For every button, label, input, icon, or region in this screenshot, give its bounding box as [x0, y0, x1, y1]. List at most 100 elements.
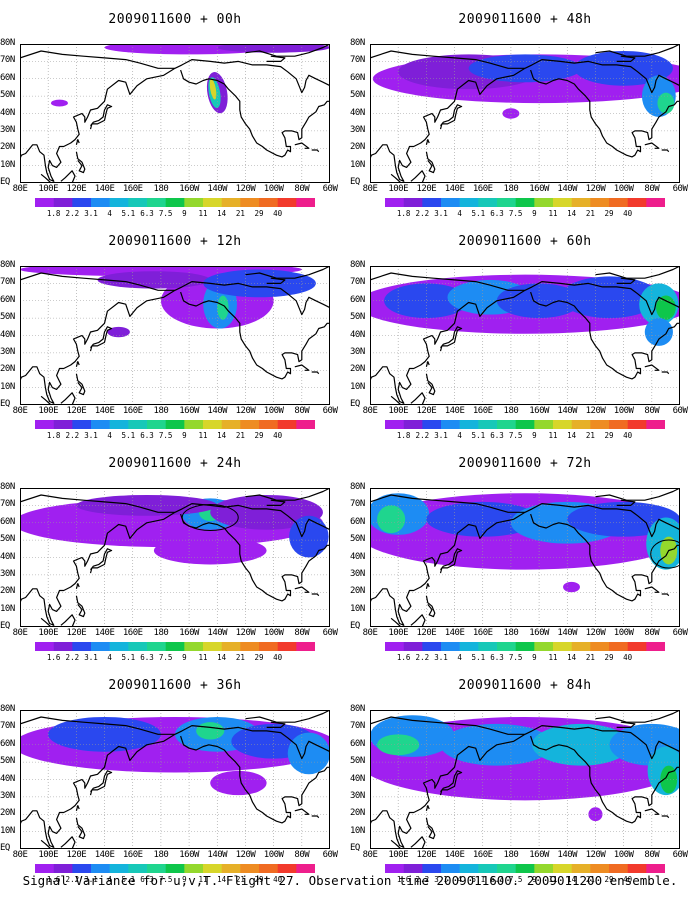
colorbar-swatch — [422, 864, 442, 873]
coastline — [20, 494, 176, 626]
colorbar-swatch — [240, 642, 260, 651]
colorbar-swatch — [35, 864, 54, 873]
colorbar-label: 9 — [532, 875, 537, 884]
coastline — [644, 142, 660, 149]
lon-tick-label: 60W — [322, 184, 338, 194]
lon-tick-label: 140E — [444, 628, 465, 638]
coastline — [20, 50, 176, 182]
coastline — [294, 142, 310, 149]
coastline — [89, 548, 113, 574]
lat-tick-label: 50N — [0, 756, 15, 767]
colorbar-swatch — [53, 864, 73, 873]
lat-tick-label: EQ — [0, 843, 10, 853]
variance-contour — [289, 515, 329, 558]
colorbar-swatch — [184, 864, 204, 873]
colorbar-swatch — [515, 198, 535, 207]
colorbar-swatch — [184, 642, 204, 651]
coastline — [75, 151, 86, 174]
lon-tick-label: 100E — [38, 184, 59, 194]
colorbar-swatch — [627, 642, 647, 651]
colorbar-label: 29 — [254, 209, 264, 218]
variance-contour — [560, 276, 659, 319]
coastline — [661, 149, 670, 153]
coastline — [75, 373, 86, 396]
colorbar-label: 21 — [585, 875, 595, 884]
colorbar-swatch — [385, 198, 404, 207]
colorbar-swatch — [478, 420, 498, 429]
map-frame — [20, 710, 330, 849]
lat-tick-label: 10N — [350, 381, 365, 392]
lon-tick-label: 160E — [122, 406, 143, 416]
colorbar-swatch — [221, 198, 241, 207]
lon-tick-label: 80E — [362, 628, 378, 638]
colorbar-label: 9 — [182, 875, 187, 884]
lat-tick-label: 60N — [350, 294, 365, 305]
lon-tick-label: 100W — [263, 406, 284, 416]
colorbar-swatch — [184, 198, 204, 207]
colorbar-swatch — [240, 864, 260, 873]
lon-tick-label: 140E — [94, 850, 115, 860]
coastline — [75, 817, 86, 840]
lon-tick-label: 60W — [322, 850, 338, 860]
colorbar-swatch — [109, 864, 129, 873]
figure-caption: Signal Variance for u,v,T. Flight 27. Ob… — [22, 873, 678, 888]
colorbar-label: 5.1 — [121, 875, 136, 884]
lon-tick-label: 100W — [613, 850, 634, 860]
colorbar-swatch — [553, 864, 572, 873]
variance-contour — [656, 295, 676, 320]
colorbar-swatch — [590, 864, 610, 873]
lon-tick-label: 100E — [38, 406, 59, 416]
colorbar-swatch — [609, 642, 628, 651]
colorbar-swatch — [147, 198, 166, 207]
colorbar-swatch — [128, 198, 148, 207]
variance-map — [20, 266, 330, 405]
colorbar-label: 9 — [182, 653, 187, 662]
colorbar-swatch — [627, 864, 647, 873]
map-panel: 2009011600 + 00h 80N 70N 60N 50N 40N 30N 20N 10N… — [0, 2, 350, 224]
lon-tick-label: 120W — [585, 850, 606, 860]
colorbar-label: 7.5 — [158, 209, 173, 218]
colorbar-label: 6.3 — [490, 431, 504, 440]
coastline — [245, 266, 330, 279]
colorbar-swatch — [91, 198, 110, 207]
colorbar-swatch — [403, 420, 423, 429]
variance-contour — [384, 283, 469, 319]
colorbar-label: 1.6 — [396, 653, 411, 662]
lon-tick-label: 120E — [416, 406, 437, 416]
colorbar-label: 2.2 — [415, 209, 430, 218]
colorbar-swatch — [72, 198, 92, 207]
colorbar-label: 5.1 — [121, 209, 136, 218]
coastline — [425, 817, 436, 840]
lon-tick-label: 60W — [322, 406, 338, 416]
variance-contour — [563, 581, 580, 593]
coastline — [644, 586, 660, 593]
lat-tick-label: 60N — [0, 294, 15, 305]
colorbar-swatch — [277, 198, 297, 207]
map-frame — [20, 488, 330, 627]
variance-contour — [210, 770, 267, 796]
colorbar-swatch — [553, 420, 572, 429]
colorbar-label: 4 — [107, 875, 112, 884]
lat-tick-label: 70N — [350, 499, 365, 510]
coastline — [390, 395, 402, 405]
colorbar-label: 4 — [107, 653, 112, 662]
lat-tick-label: 20N — [350, 364, 365, 375]
map-panel: 2009011600 + 72h 80N 70N 60N 50N 40N 30N 20N 10N… — [350, 446, 700, 668]
colorbar-label: 9 — [532, 209, 537, 218]
colorbar-label: 40 — [623, 875, 633, 884]
variance-contour — [377, 734, 420, 756]
lon-tick-label: 120W — [585, 184, 606, 194]
coastline — [20, 716, 176, 848]
colorbar-swatch — [91, 420, 110, 429]
map-panel: 2009011600 + 12h 80N 70N 60N 50N 40N 30N 20N 10N… — [0, 224, 350, 446]
colorbar-label: 11 — [548, 875, 558, 884]
coastline — [75, 360, 80, 367]
colorbar-swatch — [109, 420, 129, 429]
lon-tick-label: 160E — [122, 850, 143, 860]
lon-tick-label: 60W — [672, 184, 688, 194]
lat-tick-label: 60N — [0, 516, 15, 527]
coastline — [89, 104, 113, 130]
coastline — [661, 593, 670, 597]
colorbar-label: 11 — [548, 431, 558, 440]
coastline — [410, 614, 426, 627]
